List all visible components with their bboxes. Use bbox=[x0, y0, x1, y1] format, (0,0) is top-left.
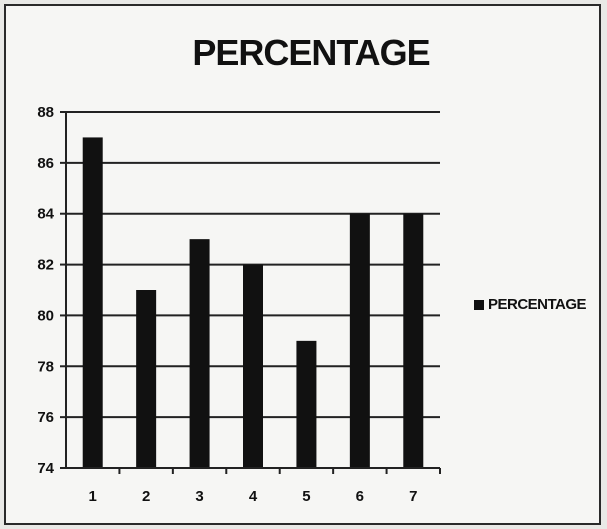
legend-swatch bbox=[474, 299, 484, 310]
chart-title: PERCENTAGE bbox=[192, 32, 430, 73]
x-tick-label: 1 bbox=[89, 488, 97, 505]
bar bbox=[243, 264, 263, 468]
bar bbox=[189, 239, 210, 468]
y-tick-label: 84 bbox=[37, 206, 54, 223]
x-tick-label: 5 bbox=[302, 488, 310, 505]
x-tick-label: 2 bbox=[142, 488, 150, 505]
y-tick-label: 82 bbox=[37, 257, 54, 274]
y-tick-label: 80 bbox=[37, 307, 54, 324]
y-tick-label: 78 bbox=[37, 358, 54, 375]
bar bbox=[296, 340, 317, 468]
y-tick-label: 76 bbox=[37, 409, 54, 426]
x-tick-label: 3 bbox=[195, 488, 203, 505]
bar bbox=[349, 213, 370, 468]
bar bbox=[136, 290, 157, 468]
bar bbox=[403, 213, 424, 468]
legend-label: PERCENTAGE bbox=[488, 296, 587, 313]
y-tick-label: 74 bbox=[37, 460, 54, 477]
x-tick-label: 6 bbox=[356, 488, 364, 505]
x-tick-label: 4 bbox=[249, 488, 258, 505]
bar bbox=[82, 137, 103, 468]
y-tick-label: 86 bbox=[37, 155, 54, 172]
x-tick-label: 7 bbox=[409, 488, 417, 505]
y-tick-label: 88 bbox=[37, 104, 54, 121]
legend: PERCENTAGE bbox=[474, 296, 587, 313]
